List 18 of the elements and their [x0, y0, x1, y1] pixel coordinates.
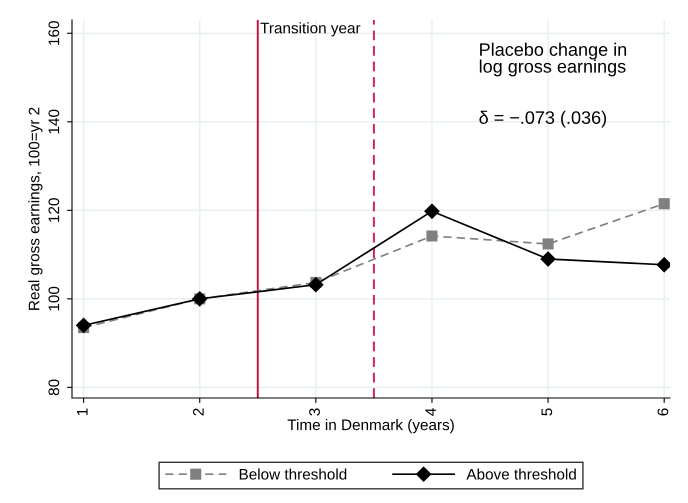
y-tick-label: 100 [48, 286, 60, 310]
x-tick-label: 6 [657, 408, 668, 416]
y-tick-label: 140 [48, 110, 60, 134]
legend-label: Below threshold [240, 468, 346, 480]
annotation: Placebo change in log gross earnings [480, 42, 626, 76]
x-tick-label: 4 [425, 408, 436, 416]
x-axis-title: Time in Denmark (years) [288, 418, 454, 434]
x-tick-label: 2 [193, 408, 204, 416]
annotation: δ = −.073 (.036) [479, 110, 606, 128]
x-tick-label: 5 [542, 408, 552, 416]
y-tick-label: 160 [48, 21, 60, 45]
x-tick-label: 3 [309, 408, 320, 416]
legend-label: Above threshold [466, 468, 576, 480]
ref-line-label: Transition year [260, 22, 360, 36]
x-tick-label: 1 [77, 408, 88, 416]
y-tick-label: 80 [48, 379, 60, 396]
y-tick-label: 120 [48, 198, 60, 222]
y-axis-title: Real gross earnings, 100=yr 2 [28, 108, 42, 310]
